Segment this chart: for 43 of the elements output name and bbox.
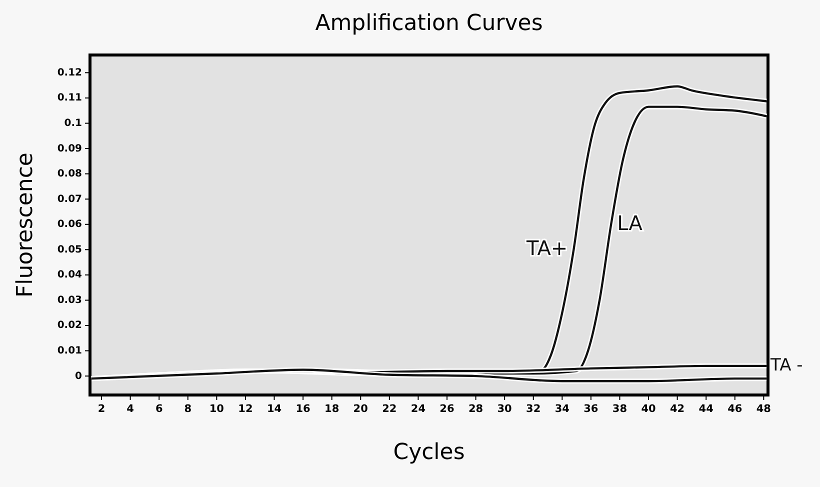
- series-label: LA: [617, 210, 643, 235]
- x-tick-label: 8: [184, 403, 192, 415]
- x-tick-label: 48: [756, 403, 771, 415]
- x-tick-label: 28: [468, 403, 484, 415]
- x-tick-label: 22: [382, 403, 397, 415]
- x-tick-label: 18: [324, 403, 340, 415]
- x-axis-title: Cycles: [393, 440, 465, 465]
- y-tick-label: 0.1: [64, 118, 82, 129]
- series-label: TA+: [526, 236, 568, 260]
- x-tick-label: 44: [698, 403, 714, 415]
- y-tick-label: 0.05: [57, 244, 82, 256]
- chart-title: Amplification Curves: [315, 11, 543, 36]
- x-tick-label: 10: [209, 403, 224, 415]
- x-tick-label: 16: [296, 403, 310, 415]
- x-tick-label: 40: [641, 403, 656, 415]
- x-tick-label: 38: [612, 403, 628, 415]
- x-tick-label: 6: [155, 403, 163, 415]
- series-label: TA -: [770, 356, 803, 376]
- x-tick-label: 20: [353, 403, 368, 415]
- y-tick-label: 0.02: [57, 320, 82, 332]
- y-tick-label: 0.06: [57, 219, 82, 230]
- x-tick-label: 46: [728, 403, 742, 415]
- y-tick-label: 0.07: [57, 194, 82, 205]
- x-tick-label: 24: [410, 403, 426, 415]
- x-tick-label: 30: [497, 403, 512, 415]
- x-tick-label: 4: [126, 403, 134, 415]
- y-tick-label: 0.03: [57, 294, 82, 306]
- y-tick-label: 0.12: [57, 67, 82, 78]
- y-tick-label: 0: [75, 370, 82, 382]
- x-tick-label: 2: [98, 403, 106, 415]
- y-tick-label: 0.09: [57, 143, 82, 154]
- y-axis-title: Fluorescence: [13, 152, 38, 298]
- y-tick-label: 0.01: [57, 345, 82, 356]
- y-tick-label: 0.08: [57, 168, 82, 180]
- y-tick-label: 0.11: [57, 92, 82, 104]
- x-tick-label: 32: [526, 403, 541, 415]
- y-tick-label: 0.04: [57, 270, 82, 281]
- x-tick-label: 26: [440, 403, 454, 415]
- x-tick-label: 12: [238, 403, 253, 415]
- x-tick-label: 36: [584, 403, 598, 415]
- x-tick-label: 42: [670, 403, 685, 415]
- x-tick-label: 14: [266, 403, 282, 415]
- x-tick-label: 34: [554, 403, 570, 415]
